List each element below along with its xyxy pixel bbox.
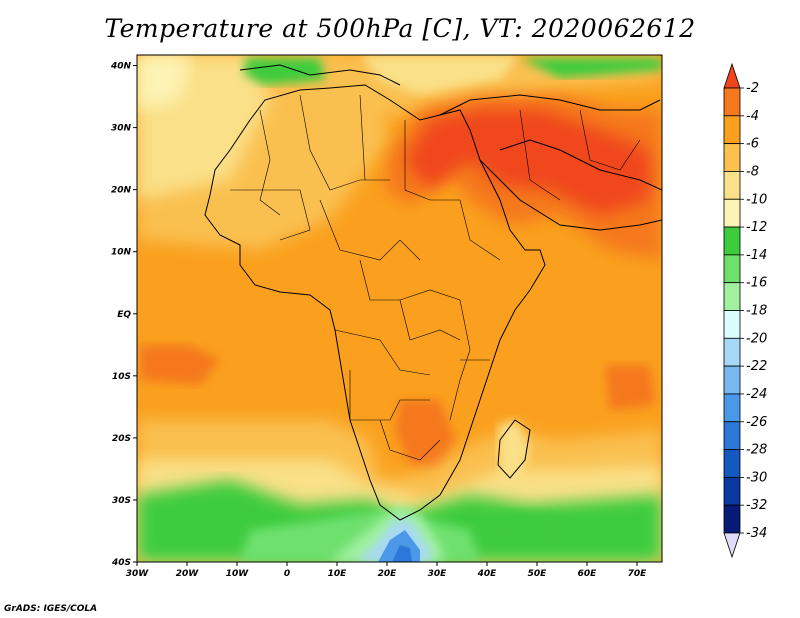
colorbar-label: -16 xyxy=(746,276,767,291)
colorbar-box xyxy=(723,254,741,284)
colorbar-box xyxy=(723,365,741,395)
colorbar-box xyxy=(723,337,741,367)
lat-tick-label: 40N xyxy=(110,62,132,72)
colorbar-box xyxy=(723,421,741,450)
longitude-axis: 30W 20W 10W 0 10E 20E 30E 40E 50E 60E 70E xyxy=(126,562,647,579)
lon-tick-label: 20W xyxy=(176,569,200,579)
lon-tick-label: 30E xyxy=(428,569,448,579)
colorbar-bottom-arrow xyxy=(723,532,741,559)
colorbar-label: -32 xyxy=(746,498,767,513)
colorbar-box xyxy=(723,143,741,172)
colorbar-label: -20 xyxy=(746,331,767,346)
colorbar-label: -26 xyxy=(746,415,767,430)
colorbar-label: -34 xyxy=(746,526,767,541)
lon-tick-label: 50E xyxy=(528,569,548,579)
lon-tick-label: 10W xyxy=(226,569,250,579)
colorbar-label: -2 xyxy=(746,81,759,96)
map-title: Temperature at 500hPa [C], VT: 202006261… xyxy=(104,14,696,43)
colorbar: -2 -4 -6 -8 -10 -12 -14 -16 -18 -20 -22 -24 -26 -28 -3… xyxy=(723,62,767,559)
colorbar-box xyxy=(723,87,741,117)
colorbar-label: -28 xyxy=(746,443,767,458)
colorbar-label: -24 xyxy=(746,387,767,402)
lat-tick-label: 10N xyxy=(111,248,132,258)
colorbar-top-arrow xyxy=(723,62,741,89)
lat-tick-label: 30S xyxy=(112,496,131,506)
grads-credit: GrADS: IGES/COLA xyxy=(4,604,98,614)
lon-tick-label: 40E xyxy=(477,569,498,579)
colorbar-label: -18 xyxy=(746,304,767,319)
colorbar-box xyxy=(723,504,741,534)
lat-tick-label: 40S xyxy=(111,558,131,568)
colorbar-label: -6 xyxy=(746,137,759,152)
lon-tick-label: 60E xyxy=(578,569,598,579)
colorbar-label: -8 xyxy=(746,164,759,179)
colorbar-label: -12 xyxy=(746,220,767,235)
colorbar-box xyxy=(723,171,741,200)
colorbar-label: -14 xyxy=(746,248,767,263)
map-frame xyxy=(136,54,663,563)
country-borders xyxy=(230,94,641,461)
lat-tick-label: EQ xyxy=(117,310,131,320)
lat-tick-label: 20S xyxy=(112,434,131,444)
latitude-axis: 40N 30N 20N 10N EQ 10S 20S 30S 40S xyxy=(110,62,137,568)
lat-tick-label: 30N xyxy=(111,124,132,134)
lon-tick-label: 70E xyxy=(628,569,648,579)
colorbar-label: -22 xyxy=(746,359,767,374)
lat-tick-label: 20N xyxy=(111,186,132,196)
lon-tick-label: 30W xyxy=(126,569,150,579)
colorbar-label: -30 xyxy=(746,470,767,485)
lat-tick-label: 10S xyxy=(112,372,131,382)
colorbar-label: -10 xyxy=(746,192,767,207)
colorbar-box xyxy=(723,282,741,311)
colorbar-box xyxy=(723,393,741,423)
colorbar-box xyxy=(723,476,741,506)
colorbar-box xyxy=(723,115,741,145)
lon-tick-label: 0 xyxy=(284,569,290,579)
colorbar-box xyxy=(723,449,741,478)
lon-tick-label: 20E xyxy=(378,569,398,579)
temperature-field xyxy=(137,55,662,562)
coastlines xyxy=(204,64,662,521)
colorbar-box xyxy=(723,226,741,256)
colorbar-box xyxy=(723,310,741,339)
colorbar-box xyxy=(723,198,741,228)
lon-tick-label: 10E xyxy=(328,569,348,579)
colorbar-label: -4 xyxy=(746,109,759,124)
